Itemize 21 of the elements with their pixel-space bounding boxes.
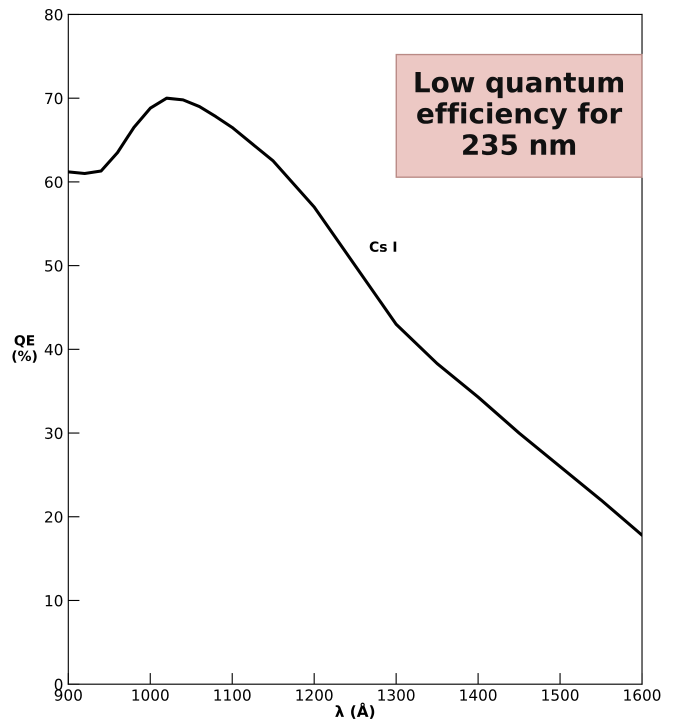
y-tick-label: 0: [54, 678, 62, 690]
x-axis-title: λ (Å): [335, 702, 374, 719]
y-tick-label: 40: [44, 344, 62, 356]
y-tick-label: 80: [45, 8, 62, 20]
x-tick-label: 1500: [542, 689, 578, 701]
series-label: Cs I: [370, 241, 396, 252]
x-tick-label: 900: [54, 689, 82, 701]
y-axis-title: QE (%): [12, 335, 37, 363]
y-tick-label: 30: [45, 428, 62, 440]
x-tick-label: 1200: [296, 689, 333, 701]
annotation: Low quantum efficiency for 235 nm: [415, 72, 624, 156]
y-tick-label: 70: [45, 92, 62, 104]
x-tick-label: 1300: [378, 689, 415, 701]
y-tick-label: 20: [45, 511, 62, 523]
y-tick-label: 10: [46, 594, 62, 606]
x-tick-label: 1600: [624, 689, 660, 701]
x-tick-label: 1000: [132, 689, 169, 701]
y-tick-label: 50: [45, 260, 62, 272]
x-tick-label: 1400: [460, 689, 497, 701]
x-tick-label: 1100: [214, 689, 251, 701]
y-tick-label: 60: [45, 176, 62, 188]
